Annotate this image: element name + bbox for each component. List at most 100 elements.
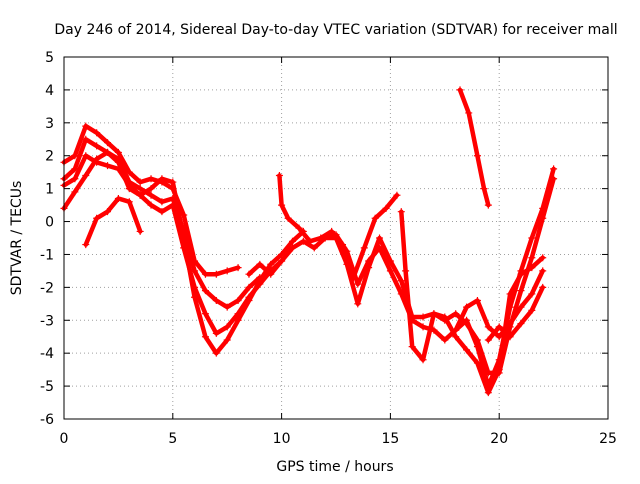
track-9-point-10 bbox=[495, 366, 503, 374]
track-9-point-12 bbox=[517, 270, 525, 278]
y-axis-label: SDTVAR / TECUs bbox=[9, 181, 25, 296]
chart-title: Day 246 of 2014, Sidereal Day-to-day VTE… bbox=[54, 22, 617, 38]
track-4-point-1 bbox=[71, 188, 79, 196]
track-2-point-8 bbox=[147, 191, 155, 199]
track-5-point-4 bbox=[125, 198, 133, 206]
track-4-point-9 bbox=[158, 175, 166, 183]
track-12-point-1 bbox=[465, 109, 473, 117]
series-track-1 bbox=[60, 122, 242, 278]
track-6-point-11 bbox=[382, 204, 390, 212]
track-5-point-2 bbox=[104, 208, 112, 216]
track-3-point-1 bbox=[71, 175, 79, 183]
track-4-point-3 bbox=[93, 155, 101, 163]
y-tick-label-9: 3 bbox=[45, 116, 54, 132]
track-10-point-8 bbox=[539, 267, 547, 275]
track-2-point-17 bbox=[245, 283, 253, 291]
y-tick-label-0: -6 bbox=[40, 412, 54, 428]
track-4-point-18 bbox=[256, 277, 264, 285]
track-8-point-5 bbox=[376, 244, 384, 252]
track-8-point-7 bbox=[397, 290, 405, 298]
track-4-point-10 bbox=[169, 178, 177, 186]
track-1-point-14 bbox=[212, 270, 220, 278]
data-series-group bbox=[60, 86, 558, 397]
track-9-point-4 bbox=[430, 310, 438, 318]
track-9-point-8 bbox=[473, 359, 481, 367]
track-7-point-19 bbox=[452, 310, 460, 318]
track-9-point-1 bbox=[402, 267, 410, 275]
track-8-line bbox=[322, 166, 556, 389]
track-7-point-0 bbox=[245, 270, 253, 278]
track-5-point-1 bbox=[93, 214, 101, 222]
track-4-point-2 bbox=[82, 171, 90, 179]
track-4-point-7 bbox=[136, 191, 144, 199]
track-5-point-3 bbox=[114, 195, 122, 203]
track-9-point-6 bbox=[452, 333, 460, 341]
y-tick-label-11: 5 bbox=[45, 50, 54, 66]
track-10-point-2 bbox=[473, 297, 481, 305]
track-6-point-0 bbox=[275, 171, 283, 179]
track-8-point-6 bbox=[386, 267, 394, 275]
series-track-10 bbox=[452, 267, 547, 341]
y-tick-label-7: 1 bbox=[45, 182, 54, 198]
grid-lines bbox=[64, 57, 608, 419]
track-11-point-2 bbox=[506, 333, 514, 341]
track-1-point-5 bbox=[114, 148, 122, 156]
track-11-point-0 bbox=[484, 336, 492, 344]
track-1-point-4 bbox=[104, 139, 112, 147]
track-4-point-13 bbox=[201, 333, 209, 341]
track-7-point-14 bbox=[397, 277, 405, 285]
tick-labels: 0 5 10 15 20 25 -6 -5 -4 -3 -2 -1 0 1 2 3 4 5 bbox=[40, 50, 617, 447]
track-6-point-2 bbox=[284, 214, 292, 222]
series-track-5 bbox=[82, 195, 144, 249]
track-8-point-2 bbox=[343, 247, 351, 255]
track-9-point-5 bbox=[441, 313, 449, 321]
track-4-point-17 bbox=[245, 297, 253, 305]
x-tick-label-4: 20 bbox=[490, 431, 508, 447]
track-2-point-15 bbox=[223, 303, 231, 311]
track-7-point-12 bbox=[376, 234, 384, 242]
track-11-point-3 bbox=[517, 320, 525, 328]
track-10-point-7 bbox=[528, 290, 536, 298]
track-10-point-3 bbox=[484, 323, 492, 331]
track-6-point-3 bbox=[295, 224, 303, 232]
track-2-point-9 bbox=[158, 198, 166, 206]
track-4-point-8 bbox=[147, 185, 155, 193]
track-5-point-0 bbox=[82, 241, 90, 249]
track-7-point-16 bbox=[419, 313, 427, 321]
y-tick-label-8: 2 bbox=[45, 149, 54, 165]
track-7-line bbox=[246, 176, 556, 376]
track-1-point-16 bbox=[234, 264, 242, 272]
series-track-11 bbox=[484, 283, 547, 344]
y-tick-label-6: 0 bbox=[45, 215, 54, 231]
track-10-point-5 bbox=[506, 320, 514, 328]
track-2-point-16 bbox=[234, 297, 242, 305]
track-7-point-5 bbox=[299, 237, 307, 245]
track-8-point-20 bbox=[539, 204, 547, 212]
track-3-point-8 bbox=[147, 201, 155, 209]
track-4-point-15 bbox=[223, 336, 231, 344]
y-tick-label-5: -1 bbox=[40, 247, 54, 263]
track-4-point-12 bbox=[191, 293, 199, 301]
track-3-point-4 bbox=[104, 162, 112, 170]
track-3-point-9 bbox=[158, 208, 166, 216]
track-2-point-13 bbox=[201, 287, 209, 295]
track-9-point-3 bbox=[419, 356, 427, 364]
series-track-7 bbox=[245, 175, 558, 377]
series-track-12 bbox=[456, 86, 492, 209]
track-8-point-4 bbox=[365, 257, 373, 265]
axes bbox=[63, 56, 609, 420]
track-4-point-11 bbox=[180, 234, 188, 242]
track-6-point-9 bbox=[360, 244, 368, 252]
track-8-point-13 bbox=[463, 316, 471, 324]
track-8-point-19 bbox=[528, 234, 536, 242]
track-7-point-6 bbox=[310, 244, 318, 252]
track-7-point-10 bbox=[354, 300, 362, 308]
series-track-4 bbox=[60, 148, 307, 357]
y-tick-label-1: -5 bbox=[40, 379, 54, 395]
y-tick-label-2: -4 bbox=[40, 346, 54, 362]
track-1-line bbox=[61, 123, 241, 277]
track-11-line bbox=[486, 285, 545, 343]
track-4-point-4 bbox=[104, 148, 112, 156]
track-10-point-1 bbox=[463, 303, 471, 311]
y-tick-label-10: 4 bbox=[45, 83, 54, 99]
